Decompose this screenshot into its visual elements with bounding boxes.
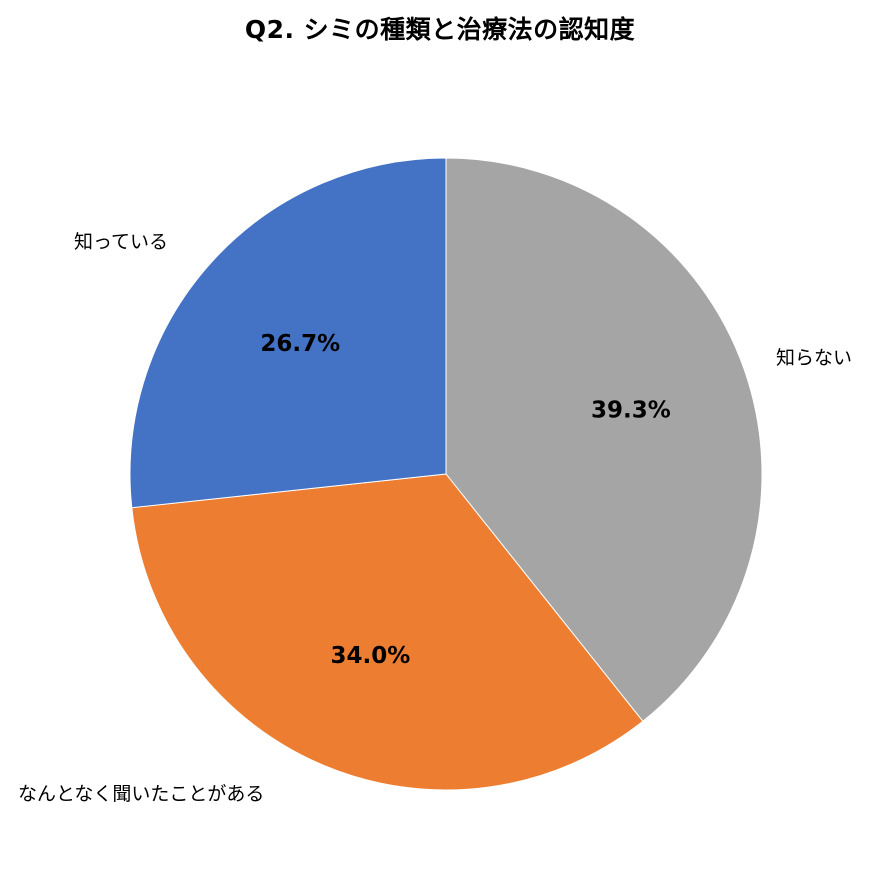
chart-title: Q2. シミの種類と治療法の認知度 <box>244 15 636 44</box>
pie-slices <box>129 157 763 791</box>
pie-slice-1 <box>445 157 763 722</box>
slice-category-label-2: なんとなく聞いたことがある <box>18 783 264 805</box>
slice-category-label-1: 知らない <box>776 347 852 369</box>
slice-value-label-1: 39.3% <box>591 397 671 423</box>
pie-slice-2 <box>131 473 644 791</box>
slice-value-label-3: 26.7% <box>260 331 340 357</box>
pie-value-labels: 39.3% 34.0% 26.7% <box>260 331 670 669</box>
slice-category-label-3: 知っている <box>74 231 168 253</box>
pie-slice-3 <box>129 157 447 509</box>
slice-value-label-2: 34.0% <box>331 643 411 669</box>
